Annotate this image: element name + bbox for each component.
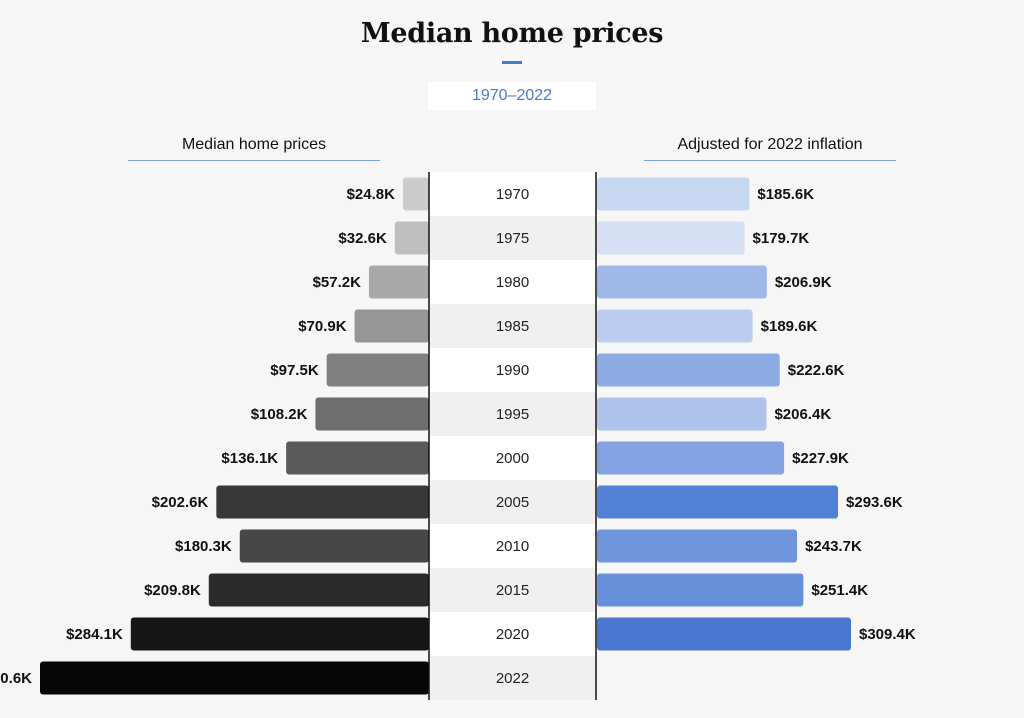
inflation-adjusted-label: $243.7K xyxy=(805,538,862,555)
year-label: 2015 xyxy=(496,582,529,599)
year-row-band xyxy=(429,568,596,612)
inflation-adjusted-label: $185.6K xyxy=(757,186,814,203)
year-label: 2010 xyxy=(496,538,529,555)
inflation-adjusted-label: $206.9K xyxy=(775,274,832,291)
inflation-adjusted-bar xyxy=(597,177,750,211)
median-price-bar xyxy=(286,441,429,475)
year-row-band xyxy=(429,436,596,480)
year-row-band xyxy=(429,216,596,260)
year-label: 2000 xyxy=(496,450,529,467)
title-accent-line xyxy=(502,61,522,64)
year-range-badge: 1970–2022 xyxy=(428,82,596,110)
median-price-label: $57.2K xyxy=(313,274,362,291)
year-row-band xyxy=(429,656,596,700)
median-price-label: $97.5K xyxy=(270,362,319,379)
inflation-adjusted-bar xyxy=(597,265,767,299)
year-row-band xyxy=(429,304,596,348)
chart-title: Median home prices xyxy=(360,18,664,49)
year-label: 1985 xyxy=(496,318,529,335)
inflation-adjusted-bar xyxy=(597,309,753,343)
year-row-band xyxy=(429,172,596,216)
right-column-heading: Adjusted for 2022 inflation xyxy=(644,136,896,161)
inflation-adjusted-label: $309.4K xyxy=(859,626,916,643)
median-price-bar xyxy=(130,617,429,651)
year-row-band xyxy=(429,392,596,436)
inflation-adjusted-bar xyxy=(597,221,745,255)
inflation-adjusted-bar xyxy=(597,617,851,651)
year-row-band xyxy=(429,348,596,392)
median-price-label: $24.8K xyxy=(347,186,396,203)
inflation-adjusted-label: $189.6K xyxy=(761,318,818,335)
year-label: 2005 xyxy=(496,494,529,511)
year-label: 1995 xyxy=(496,406,529,423)
inflation-adjusted-bar xyxy=(597,353,780,387)
inflation-adjusted-bar xyxy=(597,529,798,563)
median-price-label: $108.2K xyxy=(251,406,308,423)
median-price-bar xyxy=(216,485,429,519)
median-price-bar xyxy=(40,661,429,695)
median-price-bar xyxy=(354,309,429,343)
inflation-adjusted-bar xyxy=(597,397,767,431)
median-price-label: $284.1K xyxy=(66,626,123,643)
inflation-adjusted-label: $222.6K xyxy=(788,362,845,379)
median-price-label: $370.6K xyxy=(0,670,32,687)
year-label: 1970 xyxy=(496,186,529,203)
median-price-label: $136.1K xyxy=(221,450,278,467)
median-price-bar xyxy=(208,573,429,607)
inflation-adjusted-bar xyxy=(597,441,785,475)
median-price-label: $70.9K xyxy=(298,318,347,335)
year-label: 1975 xyxy=(496,230,529,247)
year-row-band xyxy=(429,260,596,304)
year-row-band xyxy=(429,480,596,524)
median-price-bar xyxy=(402,177,429,211)
left-column-heading: Median home prices xyxy=(128,136,380,161)
inflation-adjusted-label: $293.6K xyxy=(846,494,903,511)
year-range-label: 1970–2022 xyxy=(471,87,553,104)
inflation-adjusted-label: $227.9K xyxy=(792,450,849,467)
median-price-bar xyxy=(394,221,429,255)
median-price-label: $202.6K xyxy=(152,494,209,511)
inflation-adjusted-label: $206.4K xyxy=(774,406,831,423)
median-price-bar xyxy=(315,397,429,431)
median-price-bar xyxy=(239,529,429,563)
inflation-adjusted-label: $251.4K xyxy=(811,582,868,599)
median-price-label: $32.6K xyxy=(338,230,387,247)
inflation-adjusted-label: $179.7K xyxy=(753,230,810,247)
year-label: 2020 xyxy=(496,626,529,643)
year-label: 1980 xyxy=(496,274,529,291)
median-price-label: $180.3K xyxy=(175,538,232,555)
year-label: 2022 xyxy=(496,670,529,687)
median-price-bar xyxy=(368,265,429,299)
year-label: 1990 xyxy=(496,362,529,379)
median-price-label: $209.8K xyxy=(144,582,201,599)
inflation-adjusted-bar xyxy=(597,485,839,519)
year-row-band xyxy=(429,612,596,656)
year-row-band xyxy=(429,524,596,568)
median-price-bar xyxy=(326,353,429,387)
inflation-adjusted-bar xyxy=(597,573,804,607)
